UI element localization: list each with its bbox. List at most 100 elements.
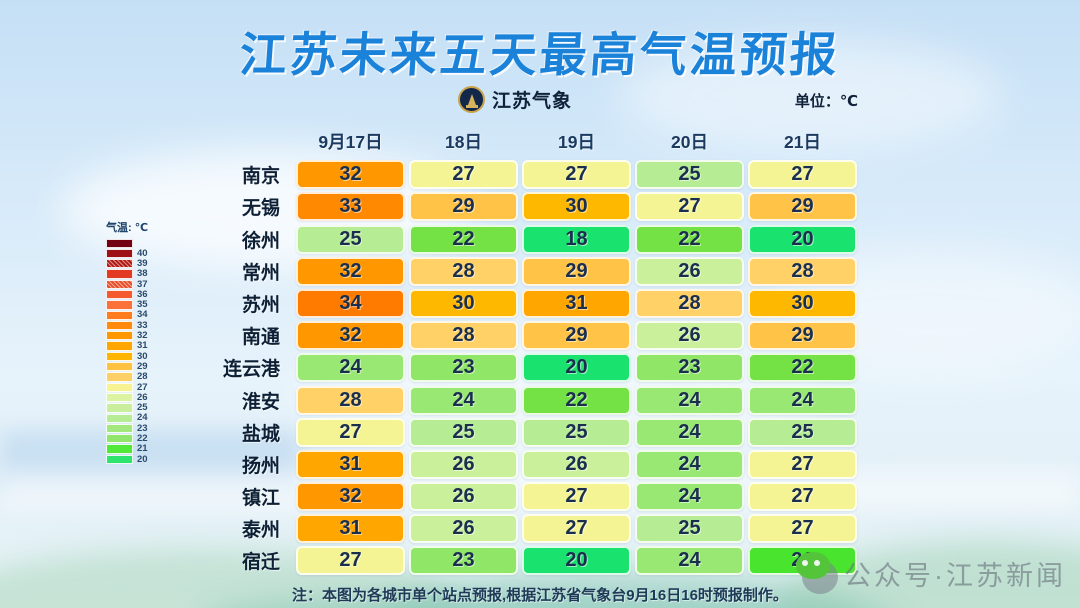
- legend-entry: 22: [106, 434, 148, 444]
- legend-label: 22: [137, 433, 148, 445]
- legend-entry: 35: [106, 300, 148, 310]
- temp-cell: 25: [635, 514, 744, 544]
- date-header: 9月17日: [318, 131, 383, 152]
- temp-cell: 25: [296, 224, 405, 254]
- temp-cell: 27: [635, 192, 744, 222]
- agency-logo: 江苏气象: [458, 86, 572, 113]
- forecast-table: 9月17日 18日 19日 20日 21日 南京 32 27 27 25 27 无锡 33 29 30 27 2…: [196, 128, 857, 576]
- footnote: 注：本图为各城市单个站点预报,根据江苏省气象台9月16日16时预报制作。: [292, 587, 788, 604]
- temp-cell: 23: [409, 353, 518, 383]
- temp-cell: 32: [296, 482, 405, 512]
- legend-swatch: [106, 454, 133, 465]
- legend-entry: 40: [106, 248, 148, 259]
- legend-swatch: [106, 351, 133, 362]
- legend-entry: 25: [106, 403, 148, 413]
- legend-label: 39: [137, 257, 148, 269]
- city-label: 扬州: [241, 455, 280, 477]
- legend-label: 30: [137, 350, 148, 362]
- legend-label: 28: [137, 371, 148, 383]
- legend-swatch: [106, 279, 133, 289]
- legend-entry: 38: [106, 269, 148, 279]
- temp-cell: 27: [748, 514, 857, 544]
- subheader: 江苏气象 单位：℃: [0, 86, 1080, 118]
- legend-entry: 26: [106, 392, 148, 403]
- legend-entry: 20: [106, 454, 148, 465]
- city-label: 无锡: [241, 198, 280, 220]
- city-label: 泰州: [241, 520, 280, 542]
- legend-label: 38: [137, 268, 148, 280]
- temp-cell: 34: [296, 288, 405, 318]
- temp-cell: 24: [635, 385, 744, 415]
- legend-label: 27: [137, 381, 148, 393]
- legend-label: 29: [137, 360, 148, 372]
- legend-label: 35: [137, 299, 148, 311]
- temp-cell: 25: [409, 417, 518, 447]
- legend-label: 34: [137, 309, 148, 321]
- city-label: 徐州: [241, 230, 280, 252]
- temp-cell: 28: [296, 385, 405, 415]
- temp-cell: 32: [296, 256, 405, 286]
- city-label: 南京: [241, 166, 280, 188]
- temp-cell: 29: [522, 256, 631, 286]
- legend-entry: 37: [106, 279, 148, 289]
- temp-cell: 24: [635, 417, 744, 447]
- temp-cell: 25: [748, 417, 857, 447]
- temp-cell: 29: [409, 192, 518, 222]
- watermark: 公众号·江苏新闻: [796, 552, 1066, 594]
- legend-swatch: [106, 382, 133, 392]
- temp-cell: 24: [635, 449, 744, 479]
- legend-swatch: [106, 362, 133, 372]
- legend-swatch: [106, 331, 133, 341]
- date-header: 19日: [558, 131, 595, 152]
- legend-swatch: [106, 259, 133, 269]
- temp-cell: 28: [748, 256, 857, 286]
- temp-cell: 27: [409, 160, 518, 190]
- legend-entry: 31: [106, 341, 148, 351]
- temp-cell: 27: [522, 514, 631, 544]
- temp-cell: 24: [748, 385, 857, 415]
- temp-cell: 23: [635, 353, 744, 383]
- temp-cell: 27: [748, 160, 857, 190]
- legend-swatch: [106, 320, 133, 331]
- legend-swatch: [106, 392, 133, 403]
- temp-cell: 27: [522, 160, 631, 190]
- unit-label: 单位：℃: [794, 93, 858, 110]
- temp-cell: 24: [296, 353, 405, 383]
- temp-cell: 29: [522, 321, 631, 351]
- legend-swatch: [106, 269, 133, 279]
- temp-cell: 28: [409, 321, 518, 351]
- legend-entry: 27: [106, 382, 148, 392]
- legend-entry: 29: [106, 362, 148, 372]
- city-label: 南通: [241, 327, 280, 349]
- temp-cell: 24: [635, 482, 744, 512]
- legend-entry: 23: [106, 423, 148, 434]
- cloud-shape: [620, 40, 1000, 150]
- temp-cell: 32: [296, 160, 405, 190]
- legend-swatch: [106, 341, 133, 351]
- city-label: 常州: [241, 262, 280, 284]
- temperature-legend: 气温: ℃ 40 39 38 37 36 35 34 33 32 31 30 29 28 27 26 25 24…: [106, 219, 148, 465]
- temp-cell: 23: [409, 546, 518, 576]
- legend-entries: 40 39 38 37 36 35 34 33 32 31 30 29 28 27 26 25 24 23 22 21…: [106, 238, 148, 465]
- legend-swatch: [106, 444, 133, 454]
- legend-label: 37: [137, 278, 148, 290]
- legend-label: 31: [137, 340, 148, 352]
- legend-entry: 30: [106, 350, 148, 362]
- legend-label: 32: [137, 330, 148, 342]
- page-title: 江苏未来五天最高气温预报: [237, 28, 842, 81]
- city-label: 宿迁: [241, 552, 280, 574]
- legend-entry: 36: [106, 289, 148, 300]
- temp-cell: 27: [748, 482, 857, 512]
- legend-entry: 21: [106, 444, 148, 454]
- temp-cell: 26: [635, 321, 744, 351]
- temp-cell: 24: [409, 385, 518, 415]
- city-label: 镇江: [241, 488, 280, 510]
- temp-cell: 27: [296, 417, 405, 447]
- temp-cell: 26: [635, 256, 744, 286]
- legend-swatch: [106, 413, 133, 423]
- legend-swatch: [106, 423, 133, 434]
- legend-entry: 39: [106, 259, 148, 269]
- legend-label: 33: [137, 319, 148, 331]
- legend-entry: 32: [106, 331, 148, 341]
- temp-cell: 28: [409, 256, 518, 286]
